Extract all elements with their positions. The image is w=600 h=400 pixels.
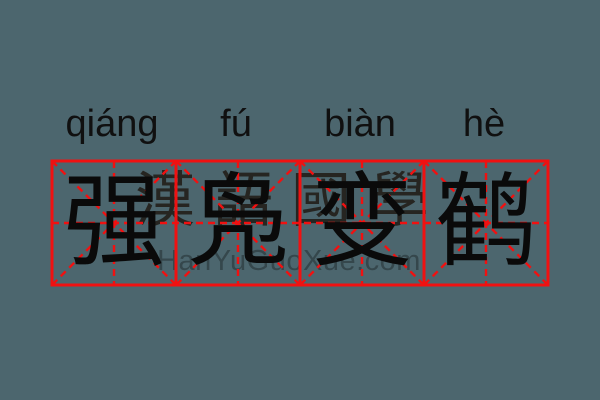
hanzi-character: 强 <box>63 163 165 282</box>
character-row: 强 凫 变 鹤 <box>52 161 548 285</box>
grid-cell: 强 <box>52 161 176 285</box>
pinyin-syllable: qiáng <box>65 103 159 145</box>
hanzi-character: 凫 <box>187 163 289 282</box>
grid-cell: 鹤 <box>424 161 548 285</box>
grid-cell: 变 <box>300 161 424 285</box>
character-grid-lines <box>50 159 550 287</box>
pinyin-syllable: biàn <box>324 103 396 145</box>
hanzi-character: 鹤 <box>435 163 537 282</box>
pinyin-syllable: hè <box>462 103 506 145</box>
hanzi-character: 变 <box>311 163 413 282</box>
watermark-url: HanYuGuoXue.com <box>157 245 421 277</box>
grid-cell: 凫 <box>176 161 300 285</box>
pinyin-row: qiáng fú biàn hè <box>50 100 550 148</box>
pinyin-syllable: fú <box>220 103 252 145</box>
